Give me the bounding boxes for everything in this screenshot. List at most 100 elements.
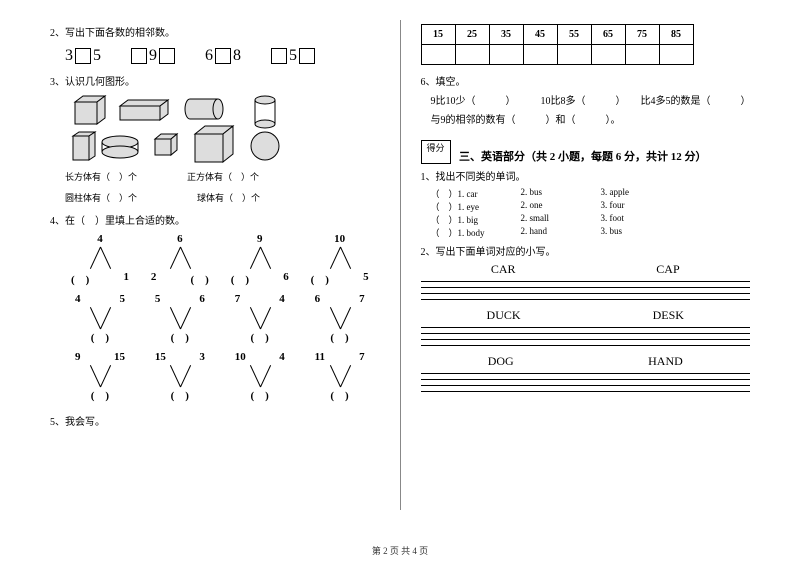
list-item: （ ）1. eye2. one3. four [431, 200, 751, 213]
tree-val: 15 [155, 351, 166, 363]
v-shape-icon [145, 305, 215, 329]
shapes-diagram [65, 94, 380, 164]
opt[interactable]: （ ）1. body [431, 226, 521, 239]
opt: 3. bus [601, 226, 681, 239]
four-line-grid[interactable] [421, 373, 751, 392]
digit: 6 [205, 47, 213, 65]
q5-text: 5、我会写。 [50, 413, 380, 428]
v-shape-icon [65, 363, 135, 387]
page-footer: 第 2 页 共 4 页 [0, 544, 800, 557]
tree-val[interactable]: ( ) [225, 329, 295, 345]
tree-val: 11 [315, 351, 325, 363]
tree-val[interactable]: ( ) [231, 271, 249, 287]
four-line-grid[interactable] [421, 281, 751, 300]
e2-text: 2、写出下面单词对应的小写。 [421, 243, 751, 258]
q6b-text: 与9的相邻的数有（ ）和（ ）。 [431, 111, 751, 126]
neighbor-numbers: 35 9 68 5 [65, 47, 380, 65]
split-tree: 4( )1 [65, 233, 135, 287]
tree-val[interactable]: ( ) [305, 387, 375, 403]
blank-cell[interactable] [591, 45, 625, 65]
blank-cell[interactable] [523, 45, 557, 65]
tree-row-down: 4( )1 62( ) 9( )6 10( )5 [60, 233, 380, 287]
v-shape-icon [305, 305, 375, 329]
e1-text: 1、找出不同类的单词。 [421, 168, 751, 183]
v-shape-icon [225, 363, 295, 387]
table-row [421, 45, 693, 65]
list-item: （ ）1. big2. small3. foot [431, 213, 751, 226]
digit: 8 [233, 47, 241, 65]
v-shape-icon [145, 247, 215, 271]
score-box[interactable]: 得分 [421, 140, 451, 164]
cylinder-label: 圆柱体有（ ）个 [65, 191, 137, 204]
tree-val[interactable]: ( ) [145, 329, 215, 345]
tree-val[interactable]: ( ) [145, 387, 215, 403]
blank-box[interactable] [215, 48, 231, 64]
blank-cell[interactable] [421, 45, 455, 65]
merge-tree: 45( ) [65, 293, 135, 345]
tree-val: 6 [283, 271, 289, 287]
merge-tree: 104( ) [225, 351, 295, 403]
blank-cell[interactable] [557, 45, 591, 65]
q4-text: 4、在（ ）里填上合适的数。 [50, 212, 380, 227]
opt: 3. four [601, 200, 681, 213]
tree-val[interactable]: ( ) [71, 271, 89, 287]
shapes-svg [65, 94, 325, 164]
tree-val[interactable]: ( ) [65, 329, 135, 345]
blank-box[interactable] [299, 48, 315, 64]
number-table: 15 25 35 45 55 65 75 85 [421, 24, 694, 65]
tree-val: 4 [279, 351, 285, 363]
opt: 3. apple [601, 187, 681, 200]
opt[interactable]: （ ）1. big [431, 213, 521, 226]
table-row: 15 25 35 45 55 65 75 85 [421, 25, 693, 45]
blank-box[interactable] [159, 48, 175, 64]
tree-val[interactable]: ( ) [305, 329, 375, 345]
tree-val[interactable]: ( ) [311, 271, 329, 287]
tree-val: 2 [151, 271, 157, 287]
num-group: 5 [271, 47, 315, 65]
blank-box[interactable] [271, 48, 287, 64]
score-label: 得分 [426, 143, 444, 153]
word: HAND [648, 354, 683, 369]
tree-val: 7 [359, 293, 365, 305]
opt[interactable]: （ ）1. eye [431, 200, 521, 213]
tree-top: 6 [145, 233, 215, 245]
blank-box[interactable] [75, 48, 91, 64]
blank-cell[interactable] [659, 45, 693, 65]
tree-val: 6 [199, 293, 205, 305]
word: CAP [656, 262, 679, 277]
tree-row-up1: 45( ) 56( ) 74( ) 67( ) [60, 293, 380, 345]
tree-val[interactable]: ( ) [225, 387, 295, 403]
tree-val: 7 [235, 293, 241, 305]
list-item: （ ）1. body2. hand3. bus [431, 226, 751, 239]
cell: 75 [625, 25, 659, 45]
tree-val: 5 [119, 293, 125, 305]
english-list: （ ）1. car2. bus3. apple （ ）1. eye2. one3… [431, 187, 751, 239]
writing-block: DOG HAND [421, 354, 751, 392]
cell: 35 [489, 25, 523, 45]
merge-tree: 117( ) [305, 351, 375, 403]
opt: 2. one [521, 200, 601, 213]
q6-text: 6、填空。 [421, 73, 751, 88]
blank-cell[interactable] [455, 45, 489, 65]
blank-cell[interactable] [625, 45, 659, 65]
sphere-label: 球体有（ ）个 [197, 191, 260, 204]
cube-label: 正方体有（ ）个 [187, 170, 259, 183]
word: DOG [488, 354, 514, 369]
four-line-grid[interactable] [421, 327, 751, 346]
digit: 5 [93, 47, 101, 65]
v-shape-icon [65, 305, 135, 329]
v-shape-icon [145, 363, 215, 387]
tree-val[interactable]: ( ) [65, 387, 135, 403]
tree-val[interactable]: ( ) [190, 271, 208, 287]
v-shape-icon [65, 247, 135, 271]
word: CAR [491, 262, 516, 277]
cell: 85 [659, 25, 693, 45]
word: DESK [653, 308, 684, 323]
blank-cell[interactable] [489, 45, 523, 65]
tree-val: 1 [123, 271, 129, 287]
opt[interactable]: （ ）1. car [431, 187, 521, 200]
blank-box[interactable] [131, 48, 147, 64]
split-tree: 6 2 ( ) [145, 233, 215, 287]
num-group: 35 [65, 47, 101, 65]
tree-val: 15 [114, 351, 125, 363]
